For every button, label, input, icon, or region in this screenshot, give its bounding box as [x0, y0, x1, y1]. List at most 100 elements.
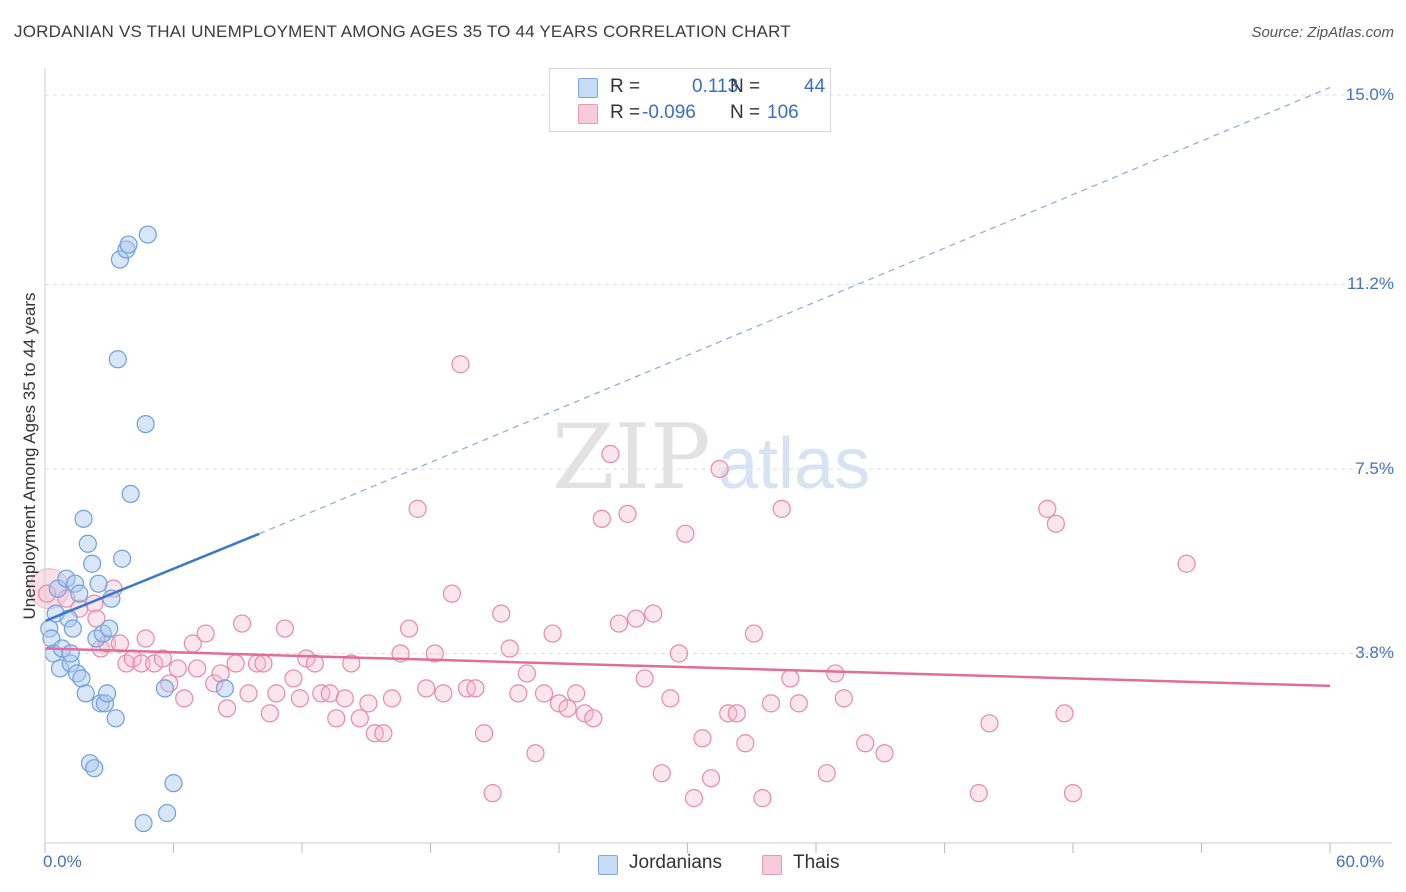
jordanians-point-43: [61, 644, 80, 663]
thais-point-34: [297, 649, 316, 668]
jordanians-point-5: [50, 659, 70, 678]
thais-point-24: [226, 654, 245, 673]
thais-point-21: [205, 674, 224, 693]
jordanians-point-19: [83, 554, 102, 573]
thais-point-58: [492, 604, 511, 623]
jordanians-point-14: [72, 669, 91, 688]
jordanians-point-39: [155, 679, 175, 698]
thais-point-81: [684, 789, 704, 808]
trend-lines: [44, 86, 1331, 688]
bottom-swatch-jordanians: [598, 855, 618, 875]
thais-point-103: [1055, 704, 1074, 723]
thais-point-82: [693, 729, 712, 748]
thais-point-79: [669, 644, 689, 663]
thais-point-14: [153, 649, 172, 668]
thais-point-55: [466, 679, 485, 698]
thais-point-67: [567, 684, 586, 703]
thais-point-94: [817, 764, 836, 783]
thais-point-32: [284, 669, 303, 688]
jordanians-point-31: [110, 250, 130, 269]
thais-point-49: [417, 679, 436, 698]
thais-point-83: [701, 769, 721, 788]
thais-point-89: [753, 789, 772, 808]
thais-point-72: [609, 614, 629, 633]
legend-n-thais: 106: [767, 102, 799, 123]
jordanians-point-30: [108, 350, 127, 369]
thais-point-99: [969, 784, 988, 803]
thais-point-28: [254, 654, 273, 673]
thais-point-86: [727, 704, 746, 723]
thais-point-61: [517, 664, 536, 683]
series-jordanians-points: [40, 225, 234, 833]
thais-point-25: [232, 614, 252, 633]
source-credit: Source: ZipAtlas.com: [1251, 24, 1394, 41]
legend-swatch-jordanians: [578, 78, 598, 98]
thais-point-6: [98, 634, 117, 653]
thais-point-31: [275, 619, 294, 638]
thais-point-76: [644, 604, 663, 623]
jordanians-point-35: [121, 484, 140, 504]
thais-point-17: [175, 689, 194, 708]
thais-point-91: [772, 499, 791, 518]
grid-layer: [45, 94, 1392, 654]
thais-point-97: [856, 734, 875, 753]
thais-point-66: [558, 699, 577, 718]
thais-point-96: [834, 689, 853, 708]
thais-point-26: [239, 684, 258, 703]
jordanians-point-29: [106, 709, 125, 728]
thais-point-102: [1046, 514, 1065, 533]
y-tick-label-2: 11.2%: [1347, 274, 1394, 294]
jordanians-point-37: [136, 414, 155, 434]
thais-point-95: [826, 664, 845, 683]
thais-point-22: [211, 664, 230, 683]
thais-point-16: [168, 659, 187, 678]
jordanians-point-34: [119, 235, 138, 254]
jordanians-point-27: [100, 619, 119, 638]
thais-point-8: [110, 634, 130, 653]
thais-point-62: [526, 744, 545, 763]
jordanians-point-32: [112, 549, 132, 568]
thais-point-105: [1177, 554, 1196, 573]
thais-point-69: [584, 709, 603, 728]
jordanians-point-41: [164, 774, 183, 793]
thais-point-68: [575, 704, 594, 723]
thais-point-44: [374, 724, 393, 743]
thais-point-75: [635, 669, 654, 688]
jordanians-point-17: [78, 534, 97, 553]
thais-point-51: [434, 684, 453, 703]
thais-point-84: [710, 459, 729, 479]
thais-point-50: [425, 644, 444, 663]
thais-point-74: [626, 609, 646, 628]
jordanians-point-26: [98, 684, 117, 703]
chart-title: JORDANIAN VS THAI UNEMPLOYMENT AMONG AGE…: [14, 22, 791, 41]
thais-point-38: [327, 709, 346, 728]
jordanians-point-15: [74, 509, 93, 528]
thais-point-20: [196, 624, 215, 643]
y-axis-title: Unemployment Among Ages 35 to 44 years: [20, 292, 39, 620]
thais-point-30: [267, 684, 286, 703]
thais-point-92: [781, 669, 800, 688]
series-thais-points: [28, 355, 1196, 808]
thais-point-104: [1063, 784, 1083, 803]
thais-point-4: [87, 609, 106, 628]
thais-point-63: [534, 684, 554, 703]
y-tick-label-1: 7.5%: [1355, 458, 1394, 478]
thais-point-13: [145, 654, 164, 673]
thais-point-52: [442, 584, 462, 603]
y-tick-label-3: 15.0%: [1345, 84, 1394, 104]
legend-swatch-thais: [578, 104, 598, 124]
thais-trend-line: [44, 647, 1331, 688]
thais-point-29: [260, 704, 279, 723]
y-tick-label-0: 3.8%: [1355, 643, 1394, 663]
thais-point-98: [875, 744, 894, 763]
thais-point-56: [474, 724, 494, 743]
thais-point-80: [676, 524, 695, 543]
thais-point-57: [483, 784, 502, 803]
jordanians-point-7: [57, 569, 76, 588]
thais-point-19: [187, 659, 207, 678]
jordanians-point-11: [65, 574, 85, 593]
watermark-zip: ZIP: [552, 405, 711, 510]
jordanians-point-38: [138, 225, 157, 244]
jordanians-point-40: [157, 803, 177, 823]
